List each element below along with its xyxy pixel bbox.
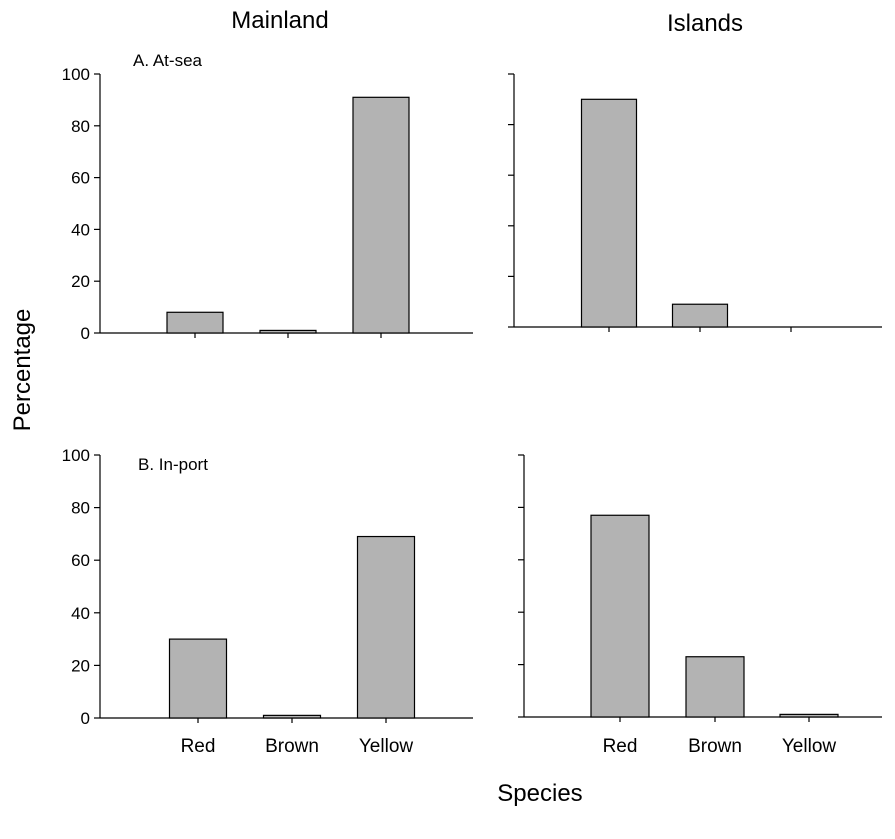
chart-panel-2 [508, 73, 882, 332]
bar-yellow [356, 535, 416, 719]
y-tick-label: 80 [71, 499, 90, 518]
y-tick-label: 0 [81, 324, 90, 343]
category-label-red: Red [603, 736, 638, 757]
chart-panels: 0 20 40 60 80 100 A. At-sea 0 20 40 60 80 100 Red Brow… [62, 51, 882, 757]
bar-red [166, 311, 224, 334]
category-label-yellow: Yellow [359, 736, 414, 757]
bar-brown [262, 714, 322, 719]
y-tick-label: 40 [71, 220, 90, 239]
y-tick-label: 60 [71, 169, 90, 188]
y-tick-label: 100 [62, 446, 90, 465]
y-tick-label: 40 [71, 604, 90, 623]
panel-label: A. At-sea [133, 51, 203, 70]
bar-yellow [352, 96, 410, 334]
column-title-mainland: Mainland [231, 7, 328, 34]
y-tick-label: 100 [62, 65, 90, 84]
chart-panel-4: Red Brown Yellow [518, 454, 882, 757]
y-tick-label: 20 [71, 656, 90, 675]
bar-red [168, 638, 228, 719]
x-axis-title: Species [497, 780, 582, 807]
bar-brown [671, 303, 729, 328]
chart-panel-1: 0 20 40 60 80 100 A. At-sea [62, 51, 473, 343]
bar-brown [685, 656, 745, 718]
bar-red [580, 98, 638, 328]
bar-yellow [779, 713, 839, 718]
category-label-red: Red [181, 736, 216, 757]
category-label-brown: Brown [265, 736, 319, 757]
bar-red [590, 514, 650, 718]
y-tick-label: 60 [71, 551, 90, 570]
chart-panel-3: 0 20 40 60 80 100 Red Brown Yellow B. In-port [62, 446, 473, 757]
y-tick-label: 20 [71, 272, 90, 291]
category-label-brown: Brown [688, 736, 742, 757]
bar-brown [259, 329, 317, 334]
y-tick-label: 0 [81, 709, 90, 728]
category-label-yellow: Yellow [782, 736, 837, 757]
panel-label: B. In-port [138, 455, 208, 474]
column-title-islands: Islands [667, 10, 743, 37]
y-axis-title: Percentage [9, 309, 36, 432]
y-tick-label: 80 [71, 117, 90, 136]
